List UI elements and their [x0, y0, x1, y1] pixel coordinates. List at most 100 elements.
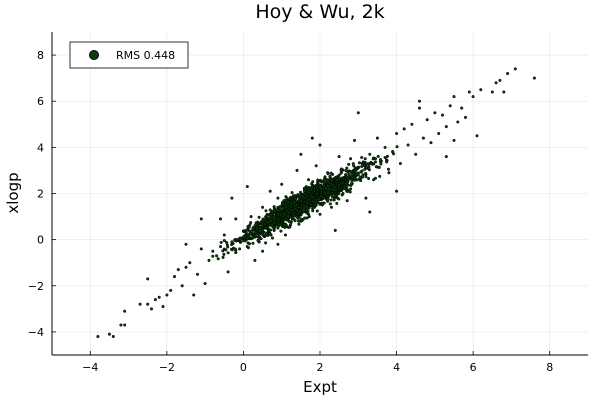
data-point: [288, 195, 293, 199]
data-point: [490, 90, 494, 94]
data-point: [257, 215, 261, 219]
data-point: [245, 185, 249, 189]
data-point: [360, 155, 364, 160]
data-point: [316, 183, 321, 187]
data-point: [251, 231, 255, 235]
y-tick-label: 4: [37, 141, 44, 154]
data-point: [378, 160, 383, 164]
data-point: [146, 302, 150, 306]
data-point: [333, 194, 337, 198]
data-point: [230, 196, 234, 200]
data-point: [345, 199, 349, 203]
data-point: [203, 281, 207, 286]
data-point: [300, 207, 304, 211]
data-point: [444, 155, 448, 159]
data-point: [169, 288, 173, 292]
data-point: [367, 176, 371, 181]
data-point: [309, 203, 313, 207]
data-point: [340, 193, 344, 197]
data-point: [373, 160, 378, 164]
data-point: [276, 196, 280, 200]
data-point: [96, 334, 100, 339]
data-point: [184, 242, 188, 246]
data-point: [310, 196, 314, 200]
data-point: [280, 182, 284, 186]
data-point: [330, 191, 334, 195]
grid: [52, 32, 588, 355]
data-point: [224, 248, 228, 252]
data-point: [360, 164, 364, 169]
data-point: [479, 88, 483, 92]
data-point: [316, 188, 320, 192]
data-point: [249, 215, 253, 219]
data-point: [319, 190, 324, 194]
y-tick-label: −4: [28, 326, 44, 339]
data-point: [345, 180, 349, 184]
data-point: [302, 192, 306, 196]
data-point: [261, 249, 265, 253]
data-point: [363, 157, 367, 161]
data-point: [265, 213, 269, 217]
data-point: [299, 199, 303, 203]
data-point: [216, 257, 220, 261]
data-point: [331, 182, 335, 187]
data-point: [261, 205, 265, 209]
data-point: [506, 71, 510, 76]
data-point: [298, 190, 303, 194]
x-tick-label: −4: [82, 361, 98, 374]
data-point: [276, 226, 280, 230]
data-point: [301, 195, 305, 199]
legend: RMS 0.448: [69, 41, 189, 69]
data-point: [280, 200, 285, 205]
data-point: [378, 174, 382, 178]
data-point: [218, 217, 223, 221]
data-point: [297, 222, 301, 226]
data-point: [230, 248, 234, 252]
data-point: [320, 203, 324, 207]
data-point: [338, 186, 342, 190]
data-point: [146, 277, 150, 281]
data-point: [234, 217, 238, 221]
data-point: [149, 307, 154, 311]
data-point: [268, 189, 272, 193]
x-tick-label: −2: [159, 361, 175, 374]
data-point: [276, 222, 280, 226]
data-point: [317, 201, 321, 205]
data-point: [367, 165, 371, 169]
x-tick-label: 6: [470, 361, 477, 374]
data-point: [259, 228, 263, 232]
data-point: [296, 212, 300, 216]
data-point: [286, 201, 290, 205]
data-point: [328, 202, 332, 206]
data-point: [395, 131, 399, 136]
data-point: [207, 258, 211, 262]
data-point: [452, 95, 456, 99]
data-point: [372, 162, 376, 166]
data-point: [253, 258, 257, 262]
data-point: [238, 247, 242, 251]
data-point: [279, 229, 283, 233]
data-point: [279, 208, 283, 212]
data-point: [295, 168, 299, 172]
data-point: [225, 243, 229, 247]
data-point: [316, 178, 320, 182]
data-point: [328, 183, 332, 187]
data-point: [306, 178, 311, 182]
data-point: [417, 99, 422, 103]
data-point: [256, 220, 260, 224]
data-point: [349, 170, 353, 174]
data-point: [285, 196, 289, 200]
data-point: [188, 261, 192, 265]
data-point: [395, 189, 399, 193]
data-point: [272, 205, 276, 209]
data-point: [215, 254, 219, 258]
data-point: [339, 167, 343, 171]
data-point: [410, 122, 414, 126]
data-point: [329, 198, 333, 202]
data-point: [199, 247, 203, 251]
data-point: [373, 176, 378, 180]
data-point: [314, 164, 318, 168]
data-point: [513, 67, 517, 71]
data-point: [282, 211, 286, 215]
data-point: [268, 232, 272, 236]
